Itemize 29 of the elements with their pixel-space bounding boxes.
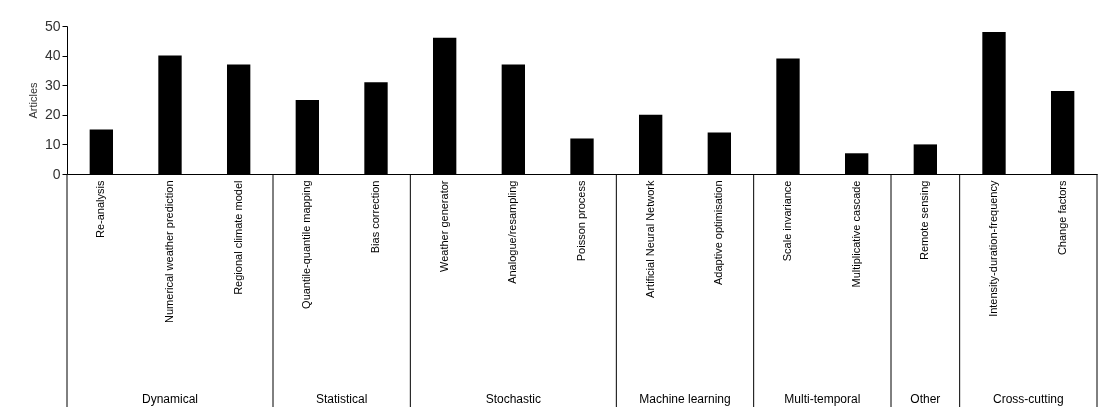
x-tick-label: Bias correction [369, 180, 381, 254]
y-tick-label: 20 [44, 106, 61, 123]
x-tick-label: Change factors [1055, 180, 1068, 256]
x-tick-label: Re-analysis [94, 180, 107, 238]
x-tick-label: Remote sensing [918, 180, 931, 260]
x-tick-label: Intensity-duration-frequency [987, 180, 999, 317]
x-tick-label: Quantile-quantile mapping [300, 180, 313, 309]
x-tick-label: Analogue/resampling [506, 180, 519, 284]
y-tick-label: 30 [44, 76, 61, 93]
x-tick-label: Regional climate model [231, 180, 244, 295]
y-axis-title: Articles [26, 81, 39, 119]
text: Dynamical [141, 392, 199, 406]
x-tick-label: Multiplicative cascade [849, 180, 862, 288]
text: Stochastic [485, 392, 542, 406]
x-tick-label: Weather generator [437, 180, 450, 273]
x-tick-label: Artificial Neural Network [643, 180, 656, 298]
text: Cross-cutting [992, 392, 1064, 406]
text: Multi-temporal [784, 392, 861, 406]
x-tick-label: Poisson process [575, 180, 587, 262]
text: Other [910, 392, 941, 406]
text: Statistical [315, 392, 368, 406]
y-tick-label: 40 [44, 47, 61, 64]
y-tick-label: 10 [44, 135, 61, 152]
x-tick-label: Numerical weather prediction [163, 180, 175, 323]
y-tick-label: 50 [44, 17, 61, 34]
text: Machine learning [639, 392, 731, 406]
x-tick-label: Scale invariance [781, 180, 793, 262]
x-tick-label: Adaptive optimisation [712, 180, 725, 286]
y-tick-label: 0 [52, 165, 61, 182]
